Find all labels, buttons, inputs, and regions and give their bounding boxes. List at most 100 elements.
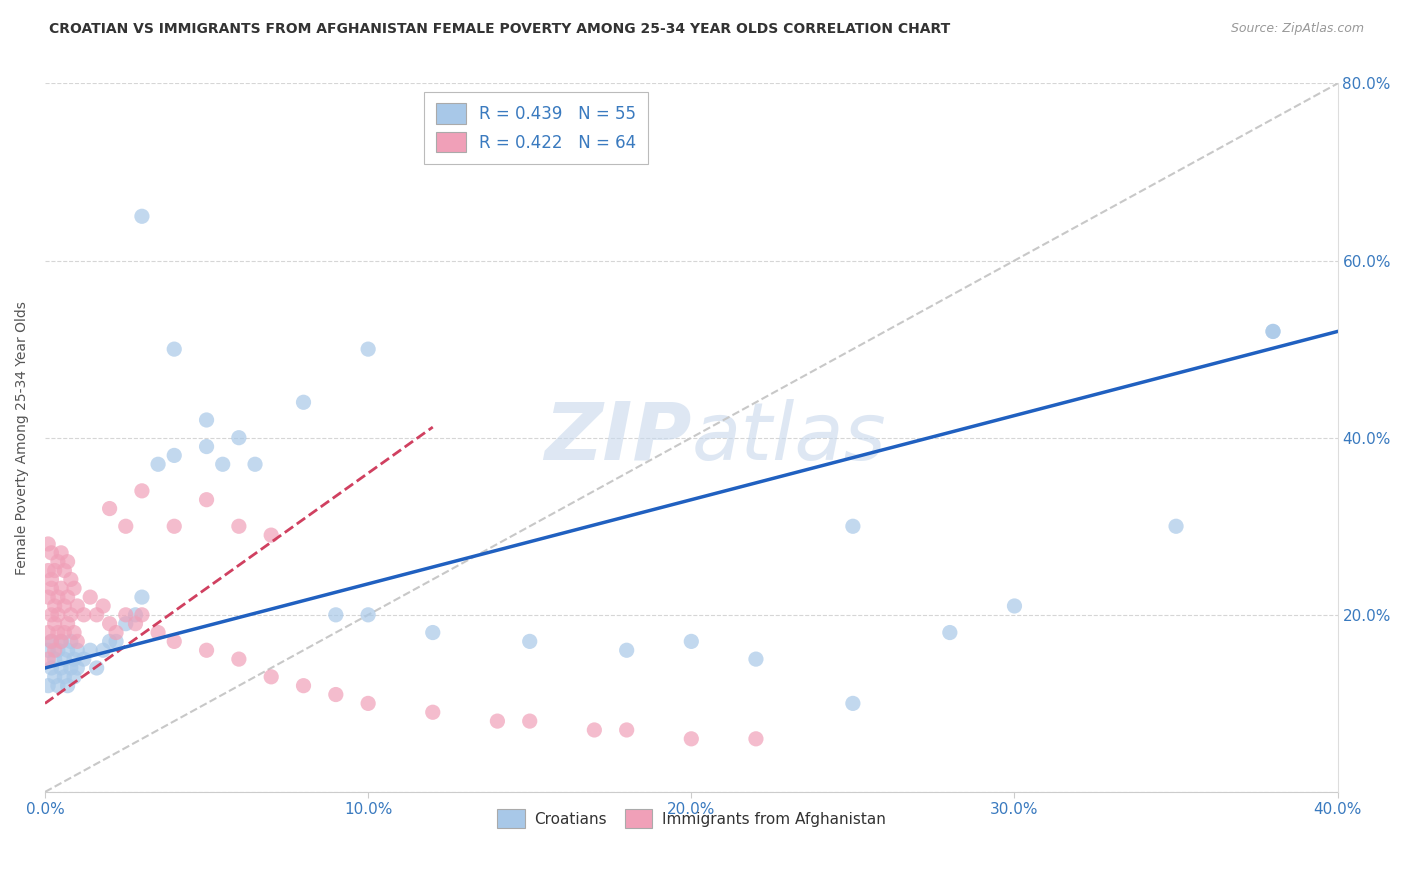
Point (44, 670, 66, 684)
Point (44, 652, 66, 666)
Point (939, 625, 962, 640)
Point (53, 670, 76, 684)
Point (325, 688, 347, 702)
Point (63, 670, 86, 684)
Point (195, 440, 218, 454)
Point (46, 643, 69, 657)
Point (56, 555, 79, 569)
Point (37, 625, 59, 640)
Text: ZIP: ZIP (544, 399, 692, 476)
Point (114, 607, 136, 622)
Y-axis label: Female Poverty Among 25-34 Year Olds: Female Poverty Among 25-34 Year Olds (15, 301, 30, 574)
Point (41, 573, 63, 587)
Point (63, 652, 86, 666)
Point (49, 546, 72, 560)
Point (56, 679, 79, 693)
Point (63, 625, 86, 640)
Point (163, 342, 186, 356)
Point (53, 564, 76, 578)
Point (163, 519, 186, 533)
Point (41, 634, 63, 648)
Point (46, 590, 69, 604)
Point (131, 209, 153, 223)
Point (37, 564, 59, 578)
Point (56, 616, 79, 631)
Point (745, 652, 768, 666)
Point (357, 697, 380, 711)
Point (292, 679, 315, 693)
Point (842, 697, 865, 711)
Point (37, 679, 59, 693)
Point (46, 607, 69, 622)
Point (486, 714, 509, 728)
Point (53, 652, 76, 666)
Point (49, 634, 72, 648)
Point (44, 564, 66, 578)
Point (131, 607, 153, 622)
Point (124, 607, 146, 622)
Point (44, 643, 66, 657)
Point (681, 731, 703, 746)
Point (1164, 519, 1187, 533)
Point (49, 634, 72, 648)
Point (86, 661, 108, 675)
Point (146, 457, 169, 471)
Point (53, 599, 76, 613)
Point (56, 590, 79, 604)
Point (292, 395, 315, 409)
Point (49, 661, 72, 675)
Point (37, 537, 59, 551)
Point (243, 457, 266, 471)
Point (37, 643, 59, 657)
Point (37, 652, 59, 666)
Point (325, 607, 347, 622)
Point (357, 607, 380, 622)
Point (163, 634, 186, 648)
Point (56, 643, 79, 657)
Point (59, 573, 82, 587)
Point (228, 519, 250, 533)
Point (91, 643, 114, 657)
Point (53, 625, 76, 640)
Point (41, 607, 63, 622)
Point (73, 652, 96, 666)
Point (422, 705, 444, 719)
Legend: Croatians, Immigrants from Afghanistan: Croatians, Immigrants from Afghanistan (491, 803, 891, 834)
Text: atlas: atlas (692, 399, 886, 476)
Point (114, 519, 136, 533)
Point (195, 492, 218, 507)
Point (260, 670, 283, 684)
Point (131, 483, 153, 498)
Text: CROATIAN VS IMMIGRANTS FROM AFGHANISTAN FEMALE POVERTY AMONG 25-34 YEAR OLDS COR: CROATIAN VS IMMIGRANTS FROM AFGHANISTAN … (49, 22, 950, 37)
Point (519, 634, 541, 648)
Point (105, 625, 128, 640)
Point (1261, 325, 1284, 339)
Point (842, 519, 865, 533)
Point (37, 590, 59, 604)
Point (66, 599, 89, 613)
Point (49, 581, 72, 595)
Point (228, 431, 250, 445)
Point (44, 616, 66, 631)
Text: Source: ZipAtlas.com: Source: ZipAtlas.com (1230, 22, 1364, 36)
Point (105, 634, 128, 648)
Point (91, 599, 114, 613)
Point (66, 643, 89, 657)
Point (583, 723, 606, 737)
Point (195, 413, 218, 427)
Point (63, 581, 86, 595)
Point (46, 555, 69, 569)
Point (114, 616, 136, 631)
Point (1261, 325, 1284, 339)
Point (681, 634, 703, 648)
Point (59, 607, 82, 622)
Point (357, 342, 380, 356)
Point (745, 731, 768, 746)
Point (73, 607, 96, 622)
Point (98, 634, 121, 648)
Point (66, 661, 89, 675)
Point (519, 714, 541, 728)
Point (86, 607, 108, 622)
Point (163, 449, 186, 463)
Point (98, 501, 121, 516)
